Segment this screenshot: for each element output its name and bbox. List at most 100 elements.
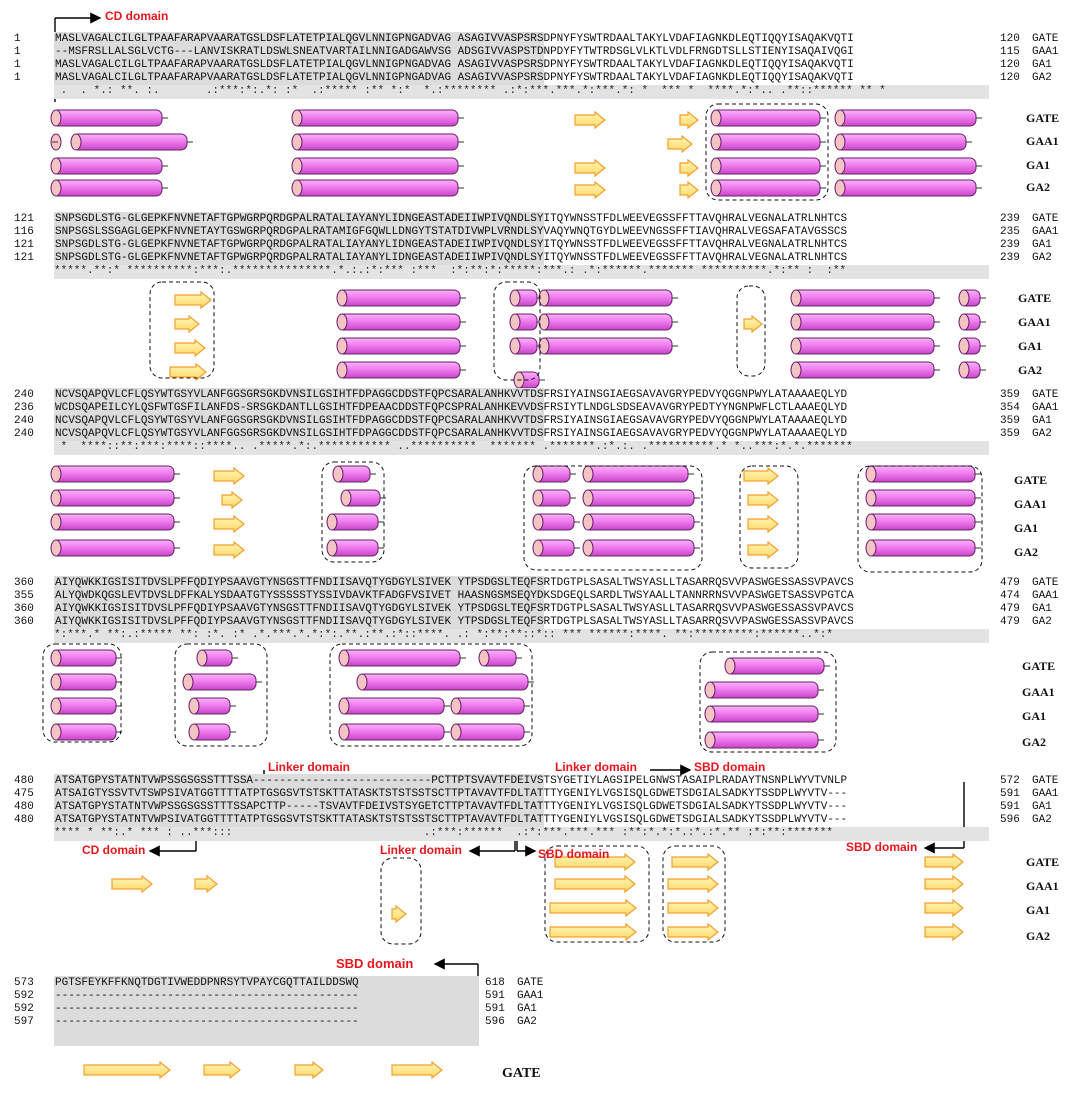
- sequence-row: ALYQWDKQGSLEVTDVSLDFFKALYSDAATGTYSSSSSTY…: [55, 590, 854, 602]
- seq-name-label: GA2: [1032, 72, 1052, 84]
- beta-strand: [391, 904, 407, 924]
- seq-end-number: 115: [1000, 46, 1020, 58]
- seq-start-number: 121: [14, 239, 34, 251]
- seq-name-label: GATE: [1032, 775, 1059, 787]
- alpha-helix: [704, 681, 824, 699]
- seq-end-number: 591: [1000, 788, 1020, 800]
- seq-name-label: GA1: [1032, 59, 1052, 71]
- alpha-helix: [790, 289, 940, 307]
- seq-name-label: GA2: [517, 1016, 537, 1028]
- alpha-helix: [50, 157, 168, 175]
- sequence-row: NCVSQAPQVLCFLQSYWTGSYVLANFGGSGRSGKDVNSIL…: [55, 428, 848, 440]
- seq-name-label: GA1: [1032, 415, 1052, 427]
- seq-start-number: 1: [14, 33, 21, 45]
- alpha-helix: [182, 673, 262, 691]
- structure-row-label: GA1: [1026, 903, 1050, 917]
- seq-end-number: 120: [1000, 33, 1020, 45]
- beta-strand: [111, 874, 153, 894]
- sequence-row: ATSATGPYSTATNTVWPSIVATGGTTTTATPTGSGSVTST…: [55, 814, 848, 826]
- beta-strand: [667, 874, 719, 894]
- sequence-row: AIYQWKKIGSISITDVSLPFFQDIYPSAAVGTYNSGSTTF…: [55, 603, 854, 615]
- structure-row-label: GATE: [1022, 659, 1055, 673]
- alpha-helix: [790, 361, 940, 379]
- dashed-domain-box: [493, 281, 541, 381]
- alpha-helix: [356, 673, 534, 691]
- alpha-helix: [538, 289, 678, 307]
- seq-end-number: 235: [1000, 226, 1020, 238]
- seq-start-number: 355: [14, 590, 34, 602]
- structure-row-label: GA2: [1026, 929, 1050, 943]
- alpha-helix: [532, 465, 576, 483]
- alpha-helix: [50, 465, 180, 483]
- beta-strand: [667, 134, 693, 154]
- secondary-structure-layer: GATEGAA1GA1GA2GATEGAA1GA1GA2GATEGAA1GA1G…: [50, 109, 1059, 1080]
- beta-strand: [924, 922, 964, 942]
- seq-name-label: GATE: [1032, 33, 1059, 45]
- beta-strand: [294, 1060, 324, 1080]
- beta-strand: [667, 922, 719, 942]
- dashed-domain-box: [42, 643, 122, 743]
- beta-strand: [554, 852, 636, 872]
- seq-name-label: GA1: [517, 1003, 537, 1015]
- alpha-helix: [865, 539, 981, 557]
- dashed-domain-box: [736, 285, 766, 377]
- structure-row-label: GAA1: [1018, 315, 1051, 329]
- alpha-helix: [336, 289, 466, 307]
- sequence-row: ATSATGPYSTATNTVWPSSGSGSSTTTSSA----------…: [55, 775, 848, 787]
- sequence-row: AIYQWKKIGSISITDVSLPFFQDIYPSAAVGTYNSGSTTF…: [55, 616, 854, 628]
- sequence-row: ----------------------------------------…: [55, 990, 359, 1002]
- alpha-helix: [532, 513, 580, 531]
- structure-row-label: GA1: [1022, 709, 1046, 723]
- structure-row-label: GA2: [1018, 363, 1042, 377]
- alpha-helix: [291, 133, 464, 151]
- seq-end-number: 618: [485, 977, 505, 989]
- alpha-helix: [538, 313, 678, 331]
- alpha-helix: [865, 465, 981, 483]
- structure-row-label: GAA1: [1014, 497, 1047, 511]
- seq-end-number: 572: [1000, 775, 1020, 787]
- alpha-helix: [509, 289, 543, 307]
- dashed-domain-box: [662, 845, 726, 943]
- seq-name-label: GATE: [1032, 577, 1059, 589]
- seq-start-number: 592: [14, 1003, 34, 1015]
- seq-name-label: GA1: [1032, 239, 1052, 251]
- seq-start-number: 121: [14, 252, 34, 264]
- alpha-helix: [538, 337, 678, 355]
- alpha-helix: [450, 723, 530, 741]
- sequence-row: MASLVAGALCILGLTPAAFARAPVAARATGSLDSFLATET…: [55, 33, 854, 45]
- beta-strand: [924, 852, 964, 872]
- sequence-row: NCVSQAPQVLCFLQSYWTGSYVLANFGGSGRSGKDVNSIL…: [55, 389, 848, 401]
- alpha-helix: [582, 465, 694, 483]
- seq-name-label: GA2: [1032, 252, 1052, 264]
- beta-strand: [679, 158, 699, 178]
- conservation-row: **** * **:.* *** : ..***::: .:***:******…: [54, 827, 989, 841]
- seq-end-number: 354: [1000, 402, 1020, 414]
- seq-end-number: 591: [485, 1003, 505, 1015]
- alpha-helix: [338, 723, 450, 741]
- alpha-helix: [582, 513, 700, 531]
- seq-start-number: 240: [14, 415, 34, 427]
- alpha-helix: [50, 109, 168, 127]
- alpha-helix: [50, 513, 180, 531]
- beta-strand: [174, 314, 200, 334]
- structure-row-label: GATE: [1014, 473, 1047, 487]
- alpha-helix: [724, 657, 830, 675]
- alpha-helix: [710, 179, 826, 197]
- seq-end-number: 239: [1000, 213, 1020, 225]
- structure-row-label: GAA1: [1026, 134, 1059, 148]
- alpha-helix: [509, 313, 543, 331]
- beta-strand: [549, 922, 637, 942]
- seq-end-number: 591: [1000, 801, 1020, 813]
- beta-strand: [194, 874, 218, 894]
- seq-name-label: GAA1: [1032, 226, 1059, 238]
- seq-end-number: 239: [1000, 252, 1020, 264]
- seq-start-number: 475: [14, 788, 34, 800]
- seq-name-label: GA2: [1032, 428, 1052, 440]
- seq-end-number: 479: [1000, 577, 1020, 589]
- seq-end-number: 596: [485, 1016, 505, 1028]
- structure-row-label: GATE: [1018, 291, 1051, 305]
- alignment-shade: [54, 212, 544, 266]
- beta-strand: [747, 514, 779, 534]
- dashed-domain-box: [149, 281, 215, 379]
- sbd-domain-label-1: SBD domain: [694, 760, 766, 774]
